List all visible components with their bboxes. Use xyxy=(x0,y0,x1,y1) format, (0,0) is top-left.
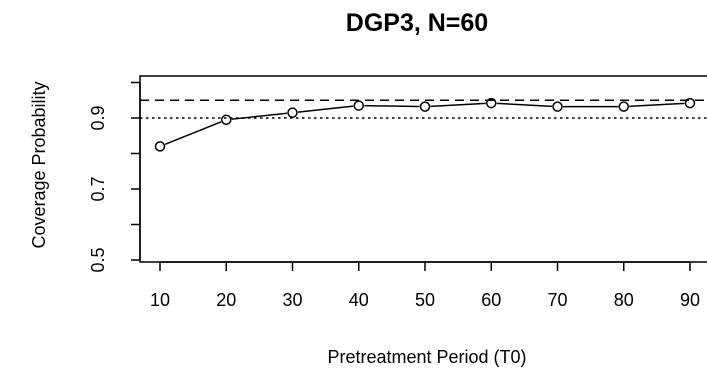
series-segment-2 xyxy=(297,105,354,113)
series-segment-7 xyxy=(629,102,685,108)
y-axis: 0.5 0.7 0.9 xyxy=(88,81,141,273)
series-segment-1 xyxy=(231,112,288,120)
x-tick-label-20: 20 xyxy=(216,290,236,310)
y-tick-label-0.9: 0.9 xyxy=(88,105,108,130)
data-point-50 xyxy=(419,101,431,112)
x-tick-label-10: 10 xyxy=(150,290,170,310)
plot-frame xyxy=(139,75,707,263)
x-tick-label-70: 70 xyxy=(547,290,567,310)
y-axis-title: Coverage Probability xyxy=(29,81,49,248)
data-point-30 xyxy=(287,107,298,118)
x-tick-label-50: 50 xyxy=(415,290,435,310)
x-tick-label-90: 90 xyxy=(680,290,700,310)
series-segment-3 xyxy=(364,104,420,108)
x-tick-label-80: 80 xyxy=(614,290,634,310)
data-point-90 xyxy=(684,97,696,109)
x-tick-label-30: 30 xyxy=(282,290,302,310)
data-point-70 xyxy=(552,101,563,112)
data-point-10 xyxy=(154,141,166,152)
series-segment-4 xyxy=(430,102,486,108)
data-point-80 xyxy=(618,101,629,112)
x-tick-label-60: 60 xyxy=(481,290,501,310)
x-axis: 10 20 30 40 50 60 70 80 90 xyxy=(150,261,700,310)
x-tick-label-40: 40 xyxy=(349,290,369,310)
series-group xyxy=(154,97,696,152)
reference-lines xyxy=(140,99,707,119)
chart-title: DGP3, N=60 xyxy=(346,9,488,37)
x-axis-title: Pretreatment Period (T0) xyxy=(327,347,526,367)
data-point-60 xyxy=(486,97,497,109)
series-segment-0 xyxy=(164,121,222,146)
series-segment-5 xyxy=(496,102,553,108)
data-point-20 xyxy=(221,114,232,126)
y-tick-label-0.5: 0.5 xyxy=(88,247,108,272)
data-point-40 xyxy=(353,100,364,111)
y-tick-label-0.7: 0.7 xyxy=(88,176,108,201)
